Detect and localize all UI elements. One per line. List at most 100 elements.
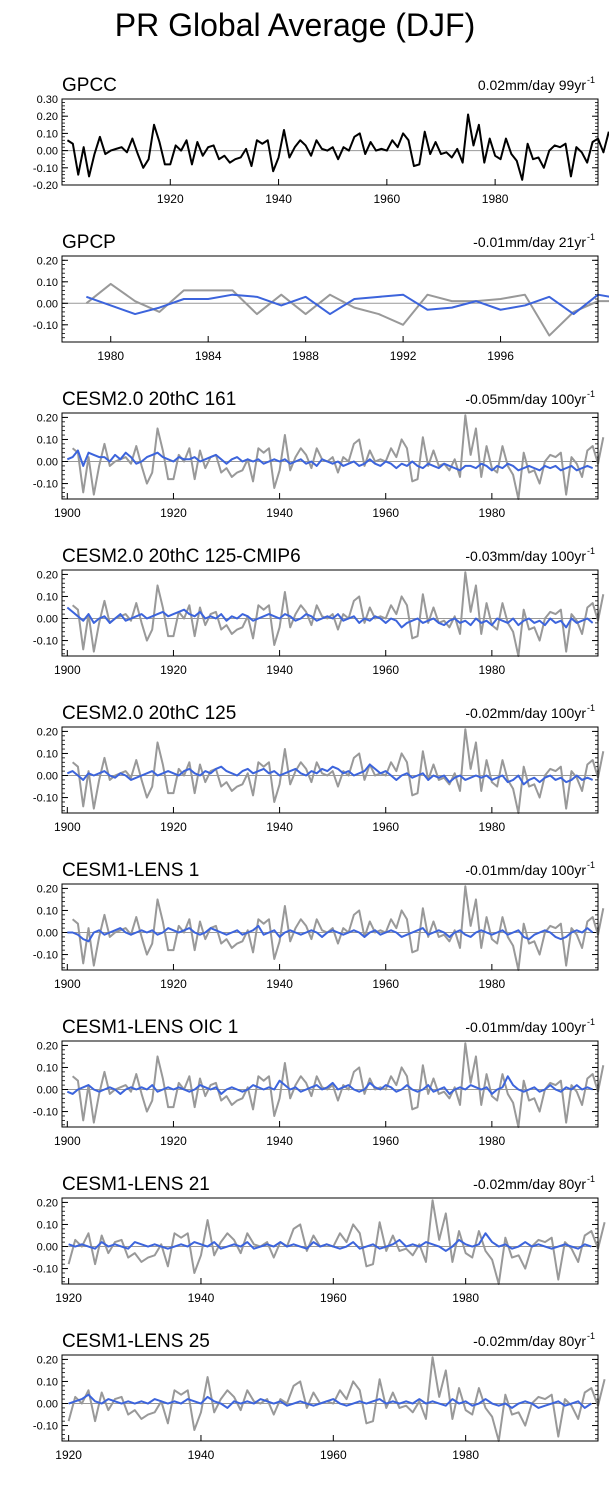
panel-4-model-line <box>66 606 594 629</box>
panel-8-xtick-label: 1920 <box>55 1291 82 1305</box>
panel-7-xtick-label: 1920 <box>160 1134 187 1148</box>
panel-1-xtick-label: 1920 <box>157 192 184 206</box>
panel-7-ytick-label: 0.20 <box>37 1040 58 1052</box>
panel-5-trend: -0.02mm/day 100yr <box>465 705 586 721</box>
panel-6-ytick-label: -0.10 <box>33 950 58 962</box>
panel-5-xtick-label: 1940 <box>266 820 293 834</box>
panel-3-model-line <box>66 449 594 472</box>
panel-5-ytick-label: 0.10 <box>37 748 58 760</box>
panel-2-trend-sup: -1 <box>587 232 595 242</box>
panel-6-xtick-label: 1960 <box>372 977 399 991</box>
panel-4-ytick-label: 0.10 <box>37 591 58 603</box>
panel-5-xtick-label: 1960 <box>372 820 399 834</box>
panel-2-ytick-label: 0.20 <box>37 255 58 267</box>
panel-1-frame <box>61 98 599 186</box>
panel-4-frame <box>61 569 599 657</box>
panel-7-xtick-label: 1960 <box>372 1134 399 1148</box>
panel-7-title: CESM1-LENS OIC 1 <box>62 1017 238 1038</box>
panel-1-ytick-label: -0.10 <box>33 163 58 175</box>
panel-7-xtick-label: 1900 <box>54 1134 81 1148</box>
panel-2-xtick-label: 1996 <box>487 349 514 363</box>
panel-7-trend: -0.01mm/day 100yr <box>465 1019 586 1035</box>
panel-6-ytick-label: 0.10 <box>37 905 58 917</box>
panel-9-xtick-label: 1980 <box>452 1448 479 1462</box>
panel-2-xtick-label: 1988 <box>292 349 319 363</box>
panel-8-trend-sup: -1 <box>587 1174 595 1184</box>
panel-8-ytick-label: 0.10 <box>37 1219 58 1231</box>
panel-7-model-line <box>66 1075 594 1095</box>
panel-2-ytick-label: 0.10 <box>37 277 58 289</box>
panel-9-title: CESM1-LENS 25 <box>62 1331 210 1352</box>
panel-5-xtick-label: 1900 <box>54 820 81 834</box>
panel-2-xtick-label: 1992 <box>390 349 417 363</box>
panel-7-ytick-label: 0.00 <box>37 1085 58 1097</box>
panel-5-ytick-label: 0.00 <box>37 771 58 783</box>
panel-5-title: CESM2.0 20thC 125 <box>62 703 236 724</box>
panel-3-xtick-label: 1920 <box>160 506 187 520</box>
panel-6-model-line <box>67 924 594 943</box>
panel-1-ytick-label: 0.10 <box>37 128 58 140</box>
panel-9-ytick-label: 0.10 <box>37 1376 58 1388</box>
panel-2-model-line <box>86 293 609 316</box>
panel-3-trend: -0.05mm/day 100yr <box>465 391 586 407</box>
panel-3-frame <box>61 412 599 500</box>
panel-2-obs-line <box>85 282 609 337</box>
panel-3-xtick-label: 1960 <box>372 506 399 520</box>
panel-9-obs-line <box>67 1356 606 1442</box>
panel-4-ytick-label: 0.00 <box>37 614 58 626</box>
panel-6-xtick-label: 1940 <box>266 977 293 991</box>
panel-2-xtick-label: 1980 <box>97 349 124 363</box>
panel-4-title: CESM2.0 20thC 125-CMIP6 <box>62 546 301 567</box>
panel-6-xtick-label: 1980 <box>479 977 506 991</box>
panel-4-obs-line <box>71 571 605 657</box>
panel-4-xtick-label: 1920 <box>160 663 187 677</box>
panel-8-model-line <box>68 1232 592 1252</box>
panel-7-ytick-label: 0.10 <box>37 1062 58 1074</box>
panel-6-ytick-label: 0.20 <box>37 883 58 895</box>
panel-5-xtick-label: 1980 <box>479 820 506 834</box>
panel-4-trend-sup: -1 <box>587 546 595 556</box>
panel-2-title: GPCP <box>62 232 116 253</box>
panel-9-xtick-label: 1940 <box>188 1448 215 1462</box>
panel-4-xtick-label: 1980 <box>479 663 506 677</box>
panel-8-obs-line <box>67 1199 606 1285</box>
panel-9-ytick-label: -0.10 <box>33 1421 58 1433</box>
panel-8-ytick-label: 0.20 <box>37 1197 58 1209</box>
panel-7-xtick-label: 1980 <box>479 1134 506 1148</box>
panel-7-ytick-label: -0.10 <box>33 1107 58 1119</box>
panel-7-trend-sup: -1 <box>587 1017 595 1027</box>
panel-6-frame <box>61 883 599 971</box>
panel-1-ytick-label: 0.00 <box>37 146 58 158</box>
panel-1-trend: 0.02mm/day 99yr <box>478 77 586 93</box>
panel-5-ytick-label: 0.20 <box>37 726 58 738</box>
panel-6-title: CESM1-LENS 1 <box>62 860 199 881</box>
panel-5-model-line <box>66 763 594 786</box>
panel-4-xtick-label: 1900 <box>54 663 81 677</box>
panel-8-frame <box>61 1197 599 1285</box>
panel-3-xtick-label: 1980 <box>479 506 506 520</box>
panel-2-xtick-label: 1984 <box>195 349 222 363</box>
panel-7-frame <box>61 1040 599 1128</box>
panel-9-ytick-label: 0.20 <box>37 1354 58 1366</box>
panel-2-ytick-label: -0.10 <box>33 320 58 332</box>
panel-5-xtick-label: 1920 <box>160 820 187 834</box>
panel-3-ytick-label: -0.10 <box>33 479 58 491</box>
panel-1-xtick-label: 1940 <box>265 192 292 206</box>
panel-3-xtick-label: 1900 <box>54 506 81 520</box>
panel-7-obs-line <box>71 1042 605 1128</box>
panel-4-xtick-label: 1960 <box>372 663 399 677</box>
panel-8-xtick-label: 1940 <box>188 1291 215 1305</box>
panel-6-ytick-label: 0.00 <box>37 928 58 940</box>
panel-3-ytick-label: 0.00 <box>37 457 58 469</box>
panel-8-trend: -0.02mm/day 80yr <box>473 1176 586 1192</box>
panel-1-ytick-label: -0.20 <box>33 180 58 192</box>
panel-1-ytick-label: 0.30 <box>37 94 58 106</box>
panel-2-trend: -0.01mm/day 21yr <box>473 234 586 250</box>
panel-9-xtick-label: 1960 <box>320 1448 347 1462</box>
panel-5-frame <box>61 726 599 814</box>
panel-6-trend-sup: -1 <box>587 860 595 870</box>
panel-9-model-line <box>68 1393 592 1409</box>
panel-9-ytick-label: 0.00 <box>37 1399 58 1411</box>
panel-1-trend-sup: -1 <box>587 75 595 85</box>
panel-3-xtick-label: 1940 <box>266 506 293 520</box>
